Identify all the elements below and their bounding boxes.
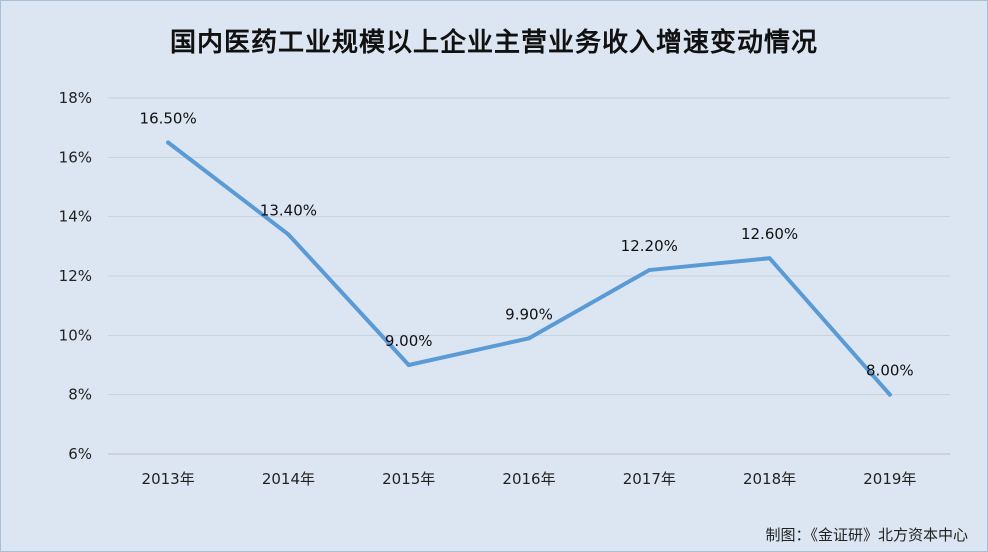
source-credit: 制图：《金证研》北方资本中心	[765, 526, 968, 544]
x-tick-label: 2013年	[142, 470, 195, 488]
data-label: 8.00%	[866, 362, 914, 380]
series-polyline	[166, 140, 892, 397]
data-label: 16.50%	[140, 110, 197, 128]
data-point	[286, 232, 291, 237]
data-point	[767, 256, 772, 261]
gridlines	[108, 97, 950, 455]
y-tick-label: 8%	[68, 386, 92, 404]
y-tick-label: 6%	[68, 445, 92, 463]
y-tick-label: 12%	[59, 267, 92, 285]
x-tick-label: 2019年	[863, 470, 916, 488]
data-point	[887, 392, 892, 397]
data-points	[166, 140, 892, 397]
data-label: 13.40%	[260, 201, 317, 219]
x-tick-label: 2018年	[743, 470, 796, 488]
data-label: 12.60%	[741, 225, 798, 243]
data-label: 9.90%	[505, 305, 553, 323]
series-line	[166, 140, 892, 397]
y-axis-ticks: 6% 8% 10% 12% 14% 16% 18%	[59, 89, 92, 463]
y-tick-label: 10%	[59, 326, 92, 344]
y-tick-label: 18%	[59, 89, 92, 107]
data-labels: 16.50% 13.40% 9.00% 9.90% 12.20% 12.60% 8.00%	[140, 110, 914, 380]
data-point	[406, 363, 411, 367]
y-tick-label: 14%	[59, 208, 92, 226]
data-point	[527, 336, 531, 341]
data-point	[166, 140, 171, 145]
x-axis-ticks: 2013年 2014年 2015年 2016年 2017年 2018年 2019年	[142, 470, 917, 488]
x-tick-label: 2015年	[382, 470, 435, 488]
x-tick-label: 2014年	[262, 470, 315, 488]
x-tick-label: 2017年	[623, 470, 676, 488]
data-label: 12.20%	[621, 237, 678, 255]
x-tick-label: 2016年	[502, 470, 555, 488]
y-tick-label: 16%	[59, 148, 92, 166]
chart-title: 国内医药工业规模以上企业主营业务收入增速变动情况	[169, 28, 818, 58]
data-point	[647, 268, 652, 273]
data-label: 9.00%	[385, 332, 433, 350]
